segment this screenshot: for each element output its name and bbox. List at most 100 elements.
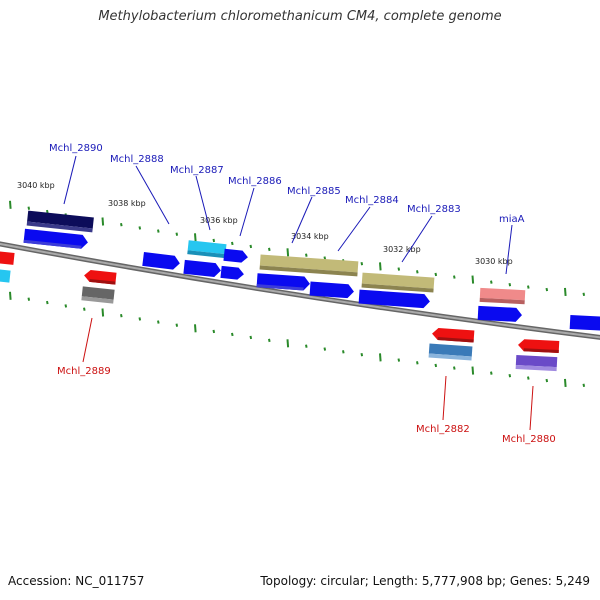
scale-tick: [434, 363, 438, 368]
gene-arrow-icon[interactable]: [256, 273, 311, 291]
scale-tick: [397, 358, 401, 362]
scale-tick: [471, 366, 475, 375]
gene-arrow-icon[interactable]: [142, 251, 180, 270]
scale-tick: [360, 261, 364, 266]
scale-tick: [416, 270, 419, 274]
scale-tick: [564, 378, 567, 388]
gene-label-mchl-2890[interactable]: Mchl_2890: [49, 143, 103, 154]
scale-tick: [175, 323, 179, 327]
kbp-label: 3040 kbp: [17, 181, 55, 190]
gene-arrow-icon[interactable]: [361, 272, 435, 293]
scale-tick: [490, 371, 493, 375]
gene-arrow-icon[interactable]: [569, 314, 600, 331]
scale-tick: [527, 376, 530, 380]
scale-tick: [101, 308, 105, 317]
kbp-label: 3034 kbp: [291, 232, 329, 241]
scale-tick: [360, 352, 364, 357]
label-leaders: [63, 155, 534, 431]
scale-tick: [120, 314, 123, 318]
gene-label-mchl-2887[interactable]: Mchl_2887: [170, 165, 224, 176]
gene-arrow-icon[interactable]: [187, 240, 227, 259]
gene-arrow-icon[interactable]: [81, 286, 115, 304]
scale-tick: [508, 282, 512, 287]
scale-tick: [231, 241, 234, 246]
kbp-label: 3030 kbp: [475, 257, 513, 266]
scale-tick: [434, 272, 438, 277]
genome-summary-text: Topology: circular; Length: 5,777,908 bp…: [260, 574, 590, 588]
scale-tick: [9, 200, 12, 209]
tick-row-reverse: [9, 291, 586, 388]
gene-arrow-icon[interactable]: [518, 339, 560, 354]
gene-label-miaa[interactable]: miaA: [499, 214, 525, 225]
gene-arrow-icon[interactable]: [515, 354, 558, 372]
scale-tick: [46, 209, 49, 214]
scale-tick: [471, 275, 475, 284]
gene-arrow-icon[interactable]: [358, 289, 431, 309]
gene-arrow-icon[interactable]: [183, 259, 221, 278]
scale-tick: [27, 297, 31, 301]
gene-arrow-icon[interactable]: [477, 305, 523, 322]
tick-row-forward: [9, 200, 586, 297]
kbp-label: 3036 kbp: [200, 216, 238, 225]
gene-label-mchl-2883[interactable]: Mchl_2883: [407, 204, 461, 215]
scale-tick: [64, 304, 68, 308]
gene-label-group: Mchl_2890 Mchl_2888 Mchl_2887 Mchl_2886 …: [49, 143, 556, 445]
gene-arrow-icon[interactable]: [309, 281, 355, 299]
gene-arrow-icon[interactable]: [432, 328, 475, 343]
gene-label-mchl-2886[interactable]: Mchl_2886: [228, 176, 282, 187]
scale-tick: [194, 324, 197, 333]
scale-tick: [249, 335, 253, 340]
gene-arrow-icon[interactable]: [479, 287, 526, 305]
scale-tick: [120, 223, 123, 227]
gene-arrow-icon[interactable]: [223, 248, 248, 263]
scale-tick: [286, 248, 290, 257]
scale-tick: [101, 217, 105, 226]
scale-tick: [231, 332, 234, 337]
scale-tick: [416, 361, 419, 365]
scale-tick: [138, 317, 142, 321]
page-title: Methylobacterium chloromethanicum CM4, c…: [98, 9, 502, 24]
gene-label-mchl-2884[interactable]: Mchl_2884: [345, 195, 399, 206]
gene-label-mchl-2885[interactable]: Mchl_2885: [287, 186, 341, 197]
gene-arrow-icon[interactable]: [26, 210, 94, 233]
scale-tick: [212, 329, 216, 334]
gene-arrow-icon[interactable]: [0, 269, 11, 283]
gene-arrow-icon[interactable]: [428, 343, 473, 361]
scale-tick: [249, 244, 253, 249]
scale-tick: [527, 285, 530, 289]
scale-tick: [490, 280, 493, 284]
scale-tick: [9, 291, 12, 300]
gene-label-mchl-2880[interactable]: Mchl_2880: [502, 434, 556, 445]
gene-label-mchl-2882[interactable]: Mchl_2882: [416, 424, 470, 435]
gene-label-mchl-2889[interactable]: Mchl_2889: [57, 366, 111, 377]
scale-tick: [286, 339, 290, 348]
scale-tick: [305, 344, 308, 348]
scale-tick: [582, 383, 586, 387]
scale-tick: [83, 307, 86, 311]
scale-tick: [194, 233, 197, 242]
reverse-strand-genes: [0, 251, 560, 372]
kbp-scale: 3040 kbp 3038 kbp 3036 kbp 3034 kbp 3032…: [17, 181, 513, 266]
gene-arrow-icon[interactable]: [259, 254, 359, 277]
scale-tick: [46, 300, 49, 305]
scale-tick: [508, 373, 512, 378]
scale-tick: [379, 262, 382, 271]
gene-arrow-icon[interactable]: [23, 228, 89, 250]
scale-tick: [397, 267, 401, 271]
scale-tick: [27, 206, 31, 210]
scale-tick: [453, 275, 456, 279]
scale-tick: [323, 347, 327, 351]
gene-arrow-icon[interactable]: [220, 265, 244, 280]
scale-tick: [582, 292, 586, 296]
kbp-label: 3038 kbp: [108, 199, 146, 208]
scale-tick: [138, 226, 142, 230]
scale-tick: [268, 338, 271, 343]
gene-arrow-icon[interactable]: [83, 269, 117, 285]
gene-arrow-icon[interactable]: [0, 251, 15, 265]
scale-tick: [564, 287, 567, 297]
gene-label-mchl-2888[interactable]: Mchl_2888: [110, 154, 164, 165]
scale-tick: [268, 247, 271, 252]
scale-tick: [157, 320, 160, 324]
